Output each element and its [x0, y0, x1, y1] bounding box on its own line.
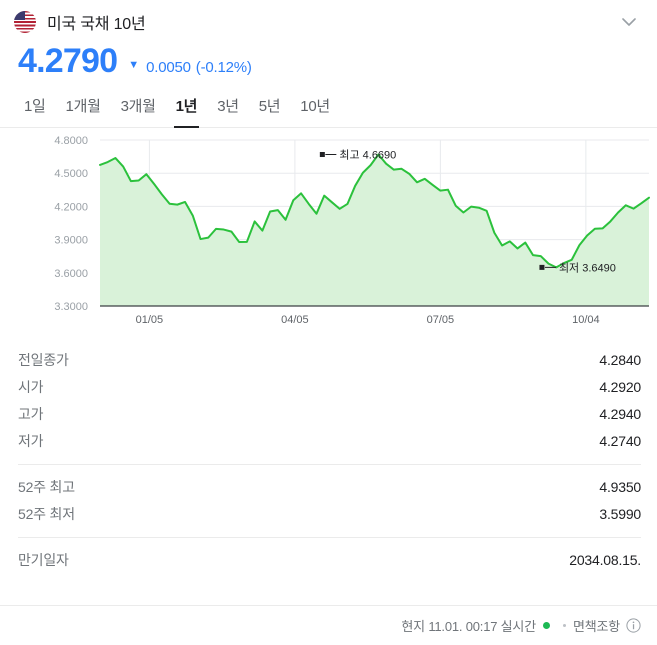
- info-circle-icon[interactable]: [626, 618, 641, 633]
- live-status-dot: [542, 622, 550, 629]
- quote-summary: 4.2790 ▼ 0.0050 (-0.12%): [0, 34, 657, 82]
- range-tabs: 1일 1개월 3개월 1년 3년 5년 10년: [0, 82, 657, 128]
- triangle-down-icon: ▼: [128, 59, 140, 71]
- disclaimer-link[interactable]: 면책조항: [572, 619, 620, 634]
- price-change-percent: (-0.12%): [195, 59, 252, 76]
- chart-marker-dot: [539, 264, 545, 270]
- detail-value: 4.9350: [599, 478, 641, 495]
- detail-label: 전일종가: [18, 351, 69, 368]
- detail-table: 전일종가 4.2840 시가 4.2920 고가 4.2940 저가 4.274…: [0, 338, 657, 583]
- detail-group-52week: 52주 최고 4.9350 52주 최저 3.5990: [18, 464, 641, 537]
- detail-label: 저가: [18, 432, 44, 449]
- detail-value: 4.2740: [599, 432, 641, 449]
- detail-label: 만기일자: [18, 551, 69, 568]
- table-row: 52주 최고 4.9350: [18, 473, 641, 500]
- table-row: 저가 4.2740: [18, 427, 641, 454]
- detail-label: 52주 최고: [18, 478, 75, 495]
- chart-annotation-label: 최고 4.6690: [339, 148, 396, 161]
- y-axis-tick-label: 4.8000: [54, 135, 88, 147]
- detail-value: 4.2840: [599, 351, 641, 368]
- detail-value: 2034.08.15.: [569, 551, 641, 568]
- chart-marker-dot: [319, 151, 325, 157]
- x-axis-tick-label: 07/05: [427, 314, 455, 326]
- detail-value: 4.2920: [599, 378, 641, 395]
- y-axis-tick-label: 4.5000: [54, 168, 88, 180]
- detail-value: 4.2940: [599, 405, 641, 422]
- tab-1m[interactable]: 1개월: [65, 98, 101, 115]
- chart-area-fill: [100, 154, 649, 306]
- y-axis-tick-label: 3.3000: [54, 301, 88, 313]
- price-chart[interactable]: 4.8000 4.5000 4.2000 3.9000 3.6000 3.3000 01/0…: [0, 128, 657, 338]
- footer-status: 현지 11.01. 00:17 실시간 면책조항: [0, 605, 657, 645]
- y-axis-tick-label: 3.6000: [54, 268, 88, 280]
- detail-label: 고가: [18, 405, 44, 422]
- tab-3y[interactable]: 3년: [217, 98, 239, 115]
- tab-1y[interactable]: 1년: [166, 95, 208, 128]
- table-row: 만기일자 2034.08.15.: [18, 546, 641, 573]
- detail-group-maturity: 만기일자 2034.08.15.: [18, 537, 641, 583]
- table-row: 고가 4.2940: [18, 400, 641, 427]
- timestamp-label: 현지 11.01. 00:17 실시간: [401, 619, 536, 634]
- chevron-down-icon[interactable]: [617, 10, 641, 34]
- tab-5y[interactable]: 5년: [258, 98, 281, 115]
- page-title: 미국 국채 10년: [47, 16, 146, 33]
- tab-10y[interactable]: 10년: [300, 98, 330, 115]
- price-change: 0.0050: [146, 59, 191, 76]
- us-flag-icon: [14, 11, 36, 33]
- y-axis-tick-label: 4.2000: [54, 201, 88, 213]
- x-axis-tick-label: 01/05: [136, 314, 164, 326]
- chart-canvas[interactable]: 4.8000 4.5000 4.2000 3.9000 3.6000 3.3000 01/0…: [0, 128, 657, 338]
- detail-label: 시가: [18, 378, 44, 395]
- x-axis-tick-label: 04/05: [281, 314, 309, 326]
- table-row: 시가 4.2920: [18, 373, 641, 400]
- table-row: 52주 최저 3.5990: [18, 500, 641, 527]
- y-axis-tick-label: 3.9000: [54, 235, 88, 247]
- tab-1d[interactable]: 1일: [24, 98, 46, 115]
- x-axis-tick-label: 10/04: [572, 314, 600, 326]
- tab-3m[interactable]: 3개월: [120, 98, 156, 115]
- detail-label: 52주 최저: [18, 505, 75, 522]
- chart-line: [99, 153, 650, 269]
- instrument-header: 미국 국채 10년: [0, 0, 657, 34]
- current-price: 4.2790: [18, 42, 118, 80]
- detail-group-daily: 전일종가 4.2840 시가 4.2920 고가 4.2940 저가 4.274…: [18, 338, 641, 464]
- separator-dot: [562, 624, 566, 627]
- table-row: 전일종가 4.2840: [18, 346, 641, 373]
- detail-value: 3.5990: [599, 505, 641, 522]
- chart-annotation-label: 최저 3.6490: [559, 261, 616, 274]
